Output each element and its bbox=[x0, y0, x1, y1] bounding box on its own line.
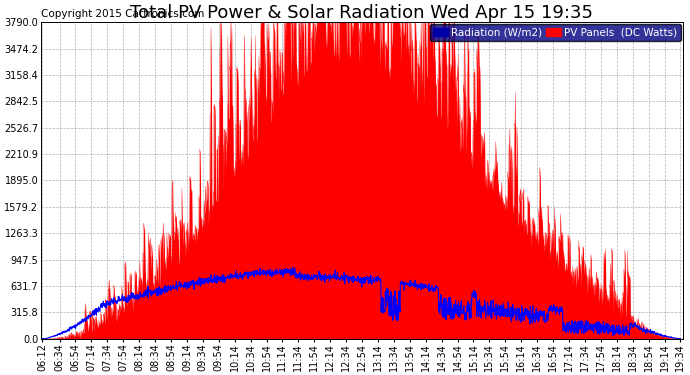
Legend: Radiation (W/m2), PV Panels  (DC Watts): Radiation (W/m2), PV Panels (DC Watts) bbox=[430, 24, 681, 40]
Text: Copyright 2015 Cartronics.com: Copyright 2015 Cartronics.com bbox=[41, 9, 204, 19]
Title: Total PV Power & Solar Radiation Wed Apr 15 19:35: Total PV Power & Solar Radiation Wed Apr… bbox=[130, 4, 593, 22]
